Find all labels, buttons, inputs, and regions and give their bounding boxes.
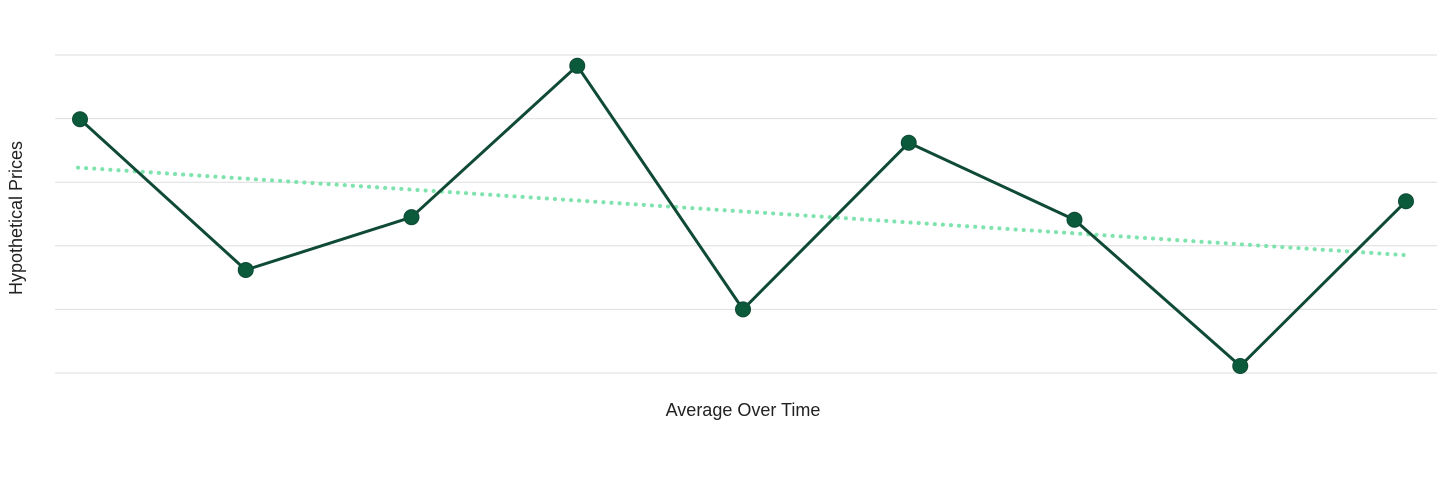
data-point[interactable] — [569, 57, 586, 74]
data-point[interactable] — [237, 261, 254, 278]
data-point[interactable] — [403, 209, 420, 226]
gridlines — [55, 54, 1437, 374]
data-point[interactable] — [1232, 358, 1249, 375]
trendline — [76, 165, 1410, 258]
y-axis-label: Hypothetical Prices — [6, 141, 26, 295]
data-point[interactable] — [1398, 193, 1414, 210]
series-line — [78, 64, 1408, 368]
series-group — [72, 57, 1414, 375]
data-point[interactable] — [900, 134, 917, 151]
trendline-group — [76, 165, 1410, 258]
data-point[interactable] — [1066, 211, 1083, 228]
data-point[interactable] — [72, 111, 88, 128]
data-point[interactable] — [735, 301, 751, 318]
x-axis-label: Average Over Time — [666, 400, 821, 420]
